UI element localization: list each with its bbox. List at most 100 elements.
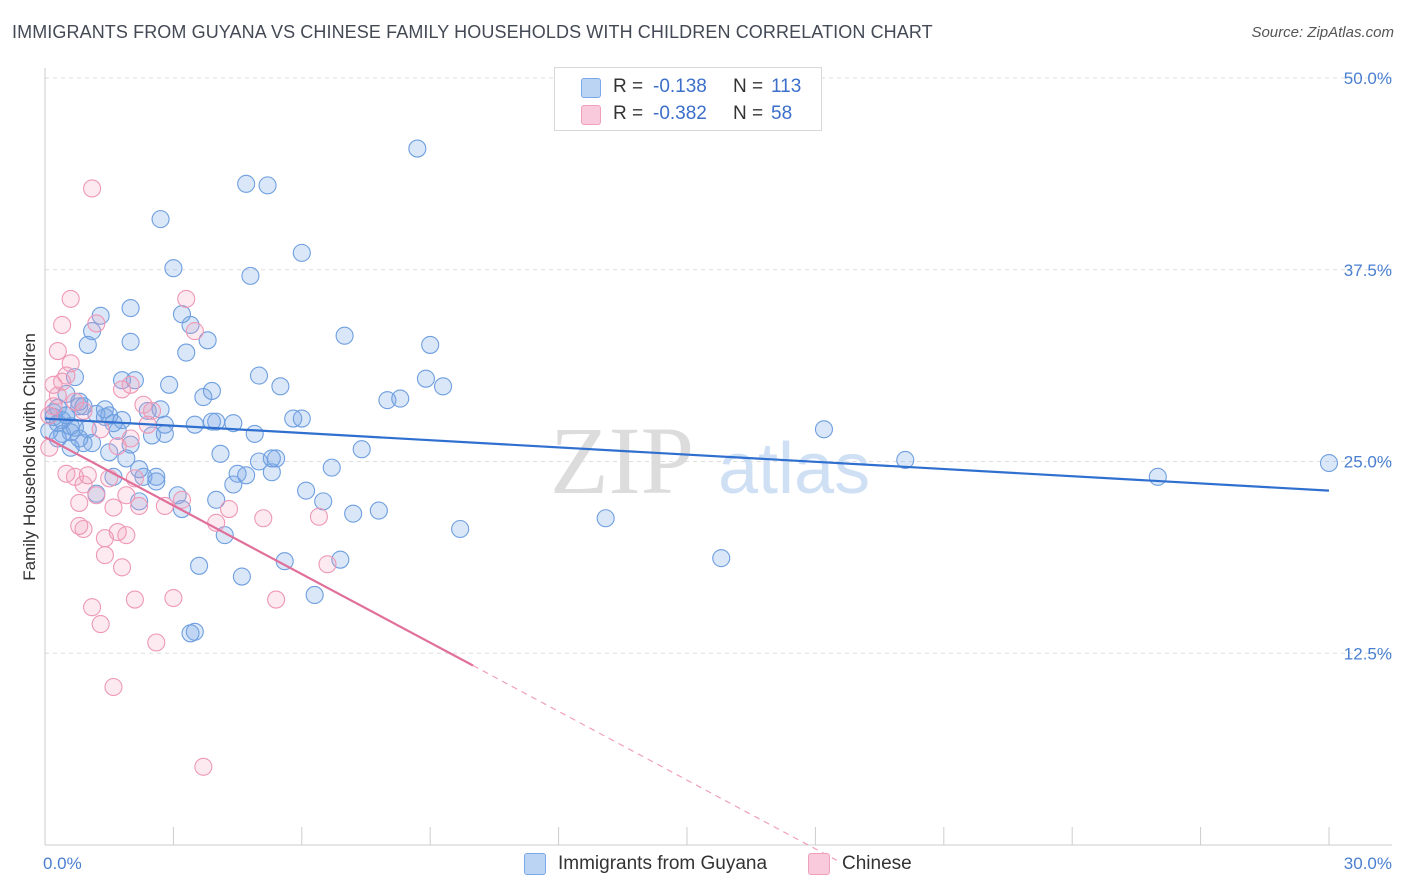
y-tick-label: 37.5% xyxy=(1344,261,1392,280)
trend-line-chinese-extension xyxy=(472,664,838,861)
guyana-point xyxy=(202,412,221,431)
chart-title: IMMIGRANTS FROM GUYANA VS CHINESE FAMILY… xyxy=(12,22,933,42)
guyana-point xyxy=(211,444,230,463)
guyana-point xyxy=(408,139,427,158)
guyana-point xyxy=(262,449,281,468)
x-tick-labels: 0.0% 30.0% xyxy=(43,854,1392,873)
guyana-point xyxy=(177,343,196,362)
series-chinese-points xyxy=(40,179,337,776)
chinese-point xyxy=(104,498,123,517)
chinese-point xyxy=(185,322,204,341)
watermark-zip: ZIP xyxy=(550,407,694,514)
chinese-point xyxy=(125,590,144,609)
y-tick-label: 25.0% xyxy=(1344,453,1392,472)
chinese-point xyxy=(53,315,72,335)
guyana-point xyxy=(292,409,311,428)
guyana-point xyxy=(433,377,453,396)
chinese-point xyxy=(61,289,80,308)
legend-n-value-pink: 58 xyxy=(771,103,793,124)
legend-n-label: N = xyxy=(733,103,764,124)
legend-n-label: N = xyxy=(733,76,764,97)
chinese-point xyxy=(117,526,136,545)
guyana-point xyxy=(181,624,200,643)
guyana-point xyxy=(416,369,435,388)
guyana-point xyxy=(1148,467,1167,486)
guyana-point xyxy=(155,424,174,443)
guyana-point xyxy=(160,375,179,394)
y-tick-label: 50.0% xyxy=(1344,69,1392,88)
y-axis-title: Family Households with Children xyxy=(20,333,39,581)
guyana-point xyxy=(202,381,221,400)
chinese-point xyxy=(309,507,328,526)
legend-r-value-blue: -0.138 xyxy=(653,76,707,97)
bottom-legend-label-guyana: Immigrants from Guyana xyxy=(558,853,768,874)
legend-r-value-pink: -0.382 xyxy=(653,103,707,124)
guyana-point xyxy=(95,400,114,419)
guyana-point xyxy=(224,475,243,494)
chinese-point xyxy=(121,429,140,448)
chinese-point xyxy=(121,375,140,394)
chinese-point xyxy=(74,475,93,494)
guyana-point xyxy=(344,504,363,523)
watermark-atlas: atlas xyxy=(718,429,870,509)
guyana-point xyxy=(130,460,149,479)
legend-n-value-blue: 113 xyxy=(771,76,802,97)
guyana-point xyxy=(267,449,286,468)
chinese-point xyxy=(83,598,102,617)
guyana-point xyxy=(262,463,281,482)
guyana-point xyxy=(70,429,89,448)
legend-r-label: R = xyxy=(613,76,644,97)
legend-swatch-blue xyxy=(581,78,601,98)
chinese-point xyxy=(147,633,166,652)
chinese-point xyxy=(117,486,136,505)
chinese-point xyxy=(95,546,114,565)
chinese-point xyxy=(142,401,162,420)
guyana-point xyxy=(712,549,731,568)
chinese-point xyxy=(74,401,93,420)
bottom-legend-swatch-pink xyxy=(808,853,830,875)
chinese-point xyxy=(40,406,59,425)
guyana-point xyxy=(121,299,140,318)
guyana-point xyxy=(314,492,333,511)
chinese-point xyxy=(87,486,106,505)
guyana-point xyxy=(335,326,354,345)
chinese-point xyxy=(95,529,114,548)
guyana-point xyxy=(292,243,311,262)
guyana-point xyxy=(258,176,277,195)
guyana-point xyxy=(198,331,217,350)
guyana-point xyxy=(249,366,269,385)
gridlines xyxy=(45,77,1392,654)
guyana-point xyxy=(172,305,192,324)
bottom-legend-label-chinese: Chinese xyxy=(842,853,912,874)
guyana-point xyxy=(117,449,136,468)
chinese-point xyxy=(53,372,72,391)
chinese-point xyxy=(194,757,213,776)
chinese-point xyxy=(130,496,149,516)
watermark: ZIP atlas xyxy=(550,407,870,514)
guyana-point xyxy=(896,450,915,470)
guyana-point xyxy=(237,174,256,193)
guyana-point xyxy=(305,585,324,605)
guyana-point xyxy=(596,509,615,528)
guyana-point xyxy=(241,266,260,285)
guyana-point xyxy=(151,210,170,229)
x-tick-label: 0.0% xyxy=(43,854,82,873)
x-tick-label: 30.0% xyxy=(1344,854,1392,873)
chinese-point xyxy=(48,342,67,361)
chinese-point xyxy=(177,289,196,308)
chinese-point xyxy=(219,500,239,519)
guyana-point xyxy=(164,259,183,278)
guyana-point xyxy=(421,335,440,354)
chinese-point xyxy=(172,490,192,509)
correlation-legend: R = -0.138 N = 113 R = -0.382 N = 58 xyxy=(554,67,822,131)
guyana-point xyxy=(147,472,166,491)
chinese-point xyxy=(164,588,183,608)
guyana-point xyxy=(391,389,410,408)
guyana-point xyxy=(369,501,388,520)
chinese-point xyxy=(44,397,63,416)
guyana-point xyxy=(185,415,204,434)
guyana-point xyxy=(112,371,132,390)
chinese-point xyxy=(48,386,67,405)
trend-line-chinese xyxy=(44,435,474,667)
